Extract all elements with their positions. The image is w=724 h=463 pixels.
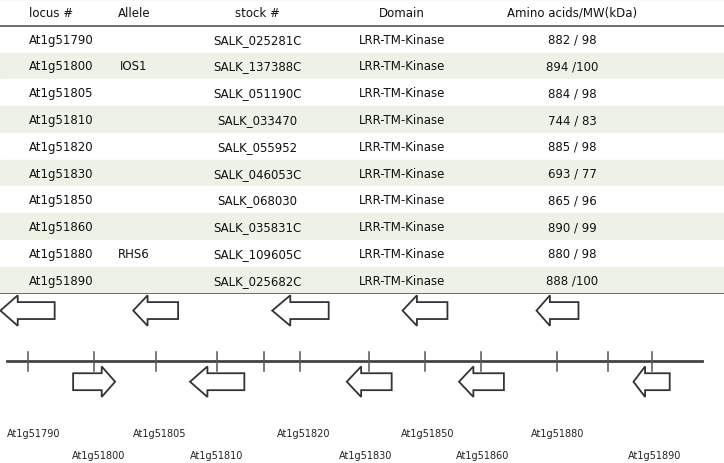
Bar	[0, 214, 724, 241]
Bar	[0, 0, 724, 27]
Text: At1g51860: At1g51860	[29, 221, 93, 234]
FancyArrow shape	[634, 367, 670, 397]
Text: SALK_109605C: SALK_109605C	[213, 247, 301, 260]
Text: SALK_046053C: SALK_046053C	[213, 167, 301, 180]
Text: At1g51800: At1g51800	[29, 60, 93, 73]
Text: At1g51820: At1g51820	[277, 428, 331, 438]
Text: stock #: stock #	[235, 7, 279, 20]
Text: At1g51850: At1g51850	[29, 194, 93, 207]
Text: At1g51860: At1g51860	[456, 450, 510, 460]
Text: SALK_068030: SALK_068030	[217, 194, 297, 207]
Text: At1g51810: At1g51810	[190, 450, 244, 460]
Text: locus #: locus #	[29, 7, 73, 20]
Bar	[0, 160, 724, 187]
Text: At1g51810: At1g51810	[29, 114, 93, 127]
Text: SALK_051190C: SALK_051190C	[213, 87, 301, 100]
FancyArrow shape	[536, 296, 578, 326]
Text: LRR-TM-Kinase: LRR-TM-Kinase	[358, 247, 445, 260]
FancyArrow shape	[272, 296, 329, 326]
Text: At1g51830: At1g51830	[339, 450, 392, 460]
Text: 693 / 77: 693 / 77	[547, 167, 597, 180]
Text: 888 /100: 888 /100	[546, 274, 598, 287]
Text: At1g51820: At1g51820	[29, 140, 93, 154]
Text: 865 / 96: 865 / 96	[547, 194, 597, 207]
Bar	[0, 80, 724, 107]
Text: At1g51830: At1g51830	[29, 167, 93, 180]
FancyArrow shape	[347, 367, 392, 397]
Text: At1g51890: At1g51890	[628, 450, 681, 460]
Text: LRR-TM-Kinase: LRR-TM-Kinase	[358, 274, 445, 287]
FancyArrow shape	[133, 296, 178, 326]
Text: At1g51890: At1g51890	[29, 274, 93, 287]
Text: At1g51800: At1g51800	[72, 450, 126, 460]
Text: At1g51790: At1g51790	[7, 428, 61, 438]
Text: LRR-TM-Kinase: LRR-TM-Kinase	[358, 140, 445, 154]
Text: SALK_055952: SALK_055952	[217, 140, 297, 154]
Text: 744 / 83: 744 / 83	[547, 114, 597, 127]
FancyArrow shape	[73, 367, 115, 397]
Text: At1g51850: At1g51850	[401, 428, 455, 438]
Bar	[0, 267, 724, 294]
Text: RHS6: RHS6	[118, 247, 150, 260]
Text: 882 / 98: 882 / 98	[547, 34, 597, 47]
Text: At1g51805: At1g51805	[132, 428, 186, 438]
Text: SALK_035831C: SALK_035831C	[213, 221, 301, 234]
Text: LRR-TM-Kinase: LRR-TM-Kinase	[358, 221, 445, 234]
Text: 890 / 99: 890 / 99	[547, 221, 597, 234]
Text: At1g51805: At1g51805	[29, 87, 93, 100]
Text: Amino acids/MW(kDa): Amino acids/MW(kDa)	[507, 7, 637, 20]
Text: SALK_033470: SALK_033470	[217, 114, 297, 127]
Bar	[0, 27, 724, 53]
Text: At1g51880: At1g51880	[531, 428, 584, 438]
Text: SALK_025281C: SALK_025281C	[213, 34, 301, 47]
Text: LRR-TM-Kinase: LRR-TM-Kinase	[358, 194, 445, 207]
Text: 885 / 98: 885 / 98	[548, 140, 596, 154]
Text: SALK_025682C: SALK_025682C	[213, 274, 301, 287]
Text: LRR-TM-Kinase: LRR-TM-Kinase	[358, 114, 445, 127]
Bar	[0, 134, 724, 160]
FancyArrow shape	[403, 296, 447, 326]
Text: At1g51790: At1g51790	[29, 34, 93, 47]
Text: 880 / 98: 880 / 98	[548, 247, 596, 260]
Text: At1g51880: At1g51880	[29, 247, 93, 260]
Bar	[0, 187, 724, 214]
Text: LRR-TM-Kinase: LRR-TM-Kinase	[358, 87, 445, 100]
Text: SALK_137388C: SALK_137388C	[213, 60, 301, 73]
Text: IOS1: IOS1	[120, 60, 148, 73]
FancyArrow shape	[190, 367, 244, 397]
Text: LRR-TM-Kinase: LRR-TM-Kinase	[358, 34, 445, 47]
Text: Domain: Domain	[379, 7, 425, 20]
Bar	[0, 107, 724, 134]
Text: 884 / 98: 884 / 98	[547, 87, 597, 100]
Bar	[0, 53, 724, 80]
FancyArrow shape	[1, 296, 55, 326]
Text: 894 /100: 894 /100	[546, 60, 598, 73]
Bar	[0, 241, 724, 267]
Text: LRR-TM-Kinase: LRR-TM-Kinase	[358, 167, 445, 180]
Text: LRR-TM-Kinase: LRR-TM-Kinase	[358, 60, 445, 73]
Text: Allele: Allele	[117, 7, 151, 20]
FancyArrow shape	[459, 367, 504, 397]
